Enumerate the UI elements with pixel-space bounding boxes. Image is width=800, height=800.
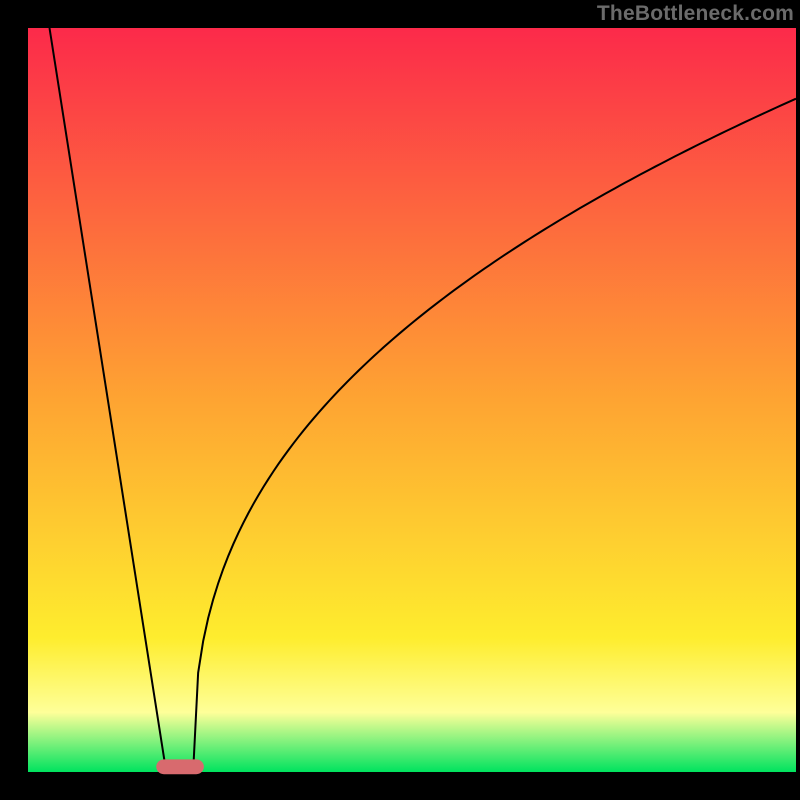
- optimum-marker: [156, 759, 204, 774]
- attribution-label: TheBottleneck.com: [597, 2, 794, 26]
- gradient-background: [28, 28, 796, 772]
- bottleneck-chart: [0, 0, 800, 800]
